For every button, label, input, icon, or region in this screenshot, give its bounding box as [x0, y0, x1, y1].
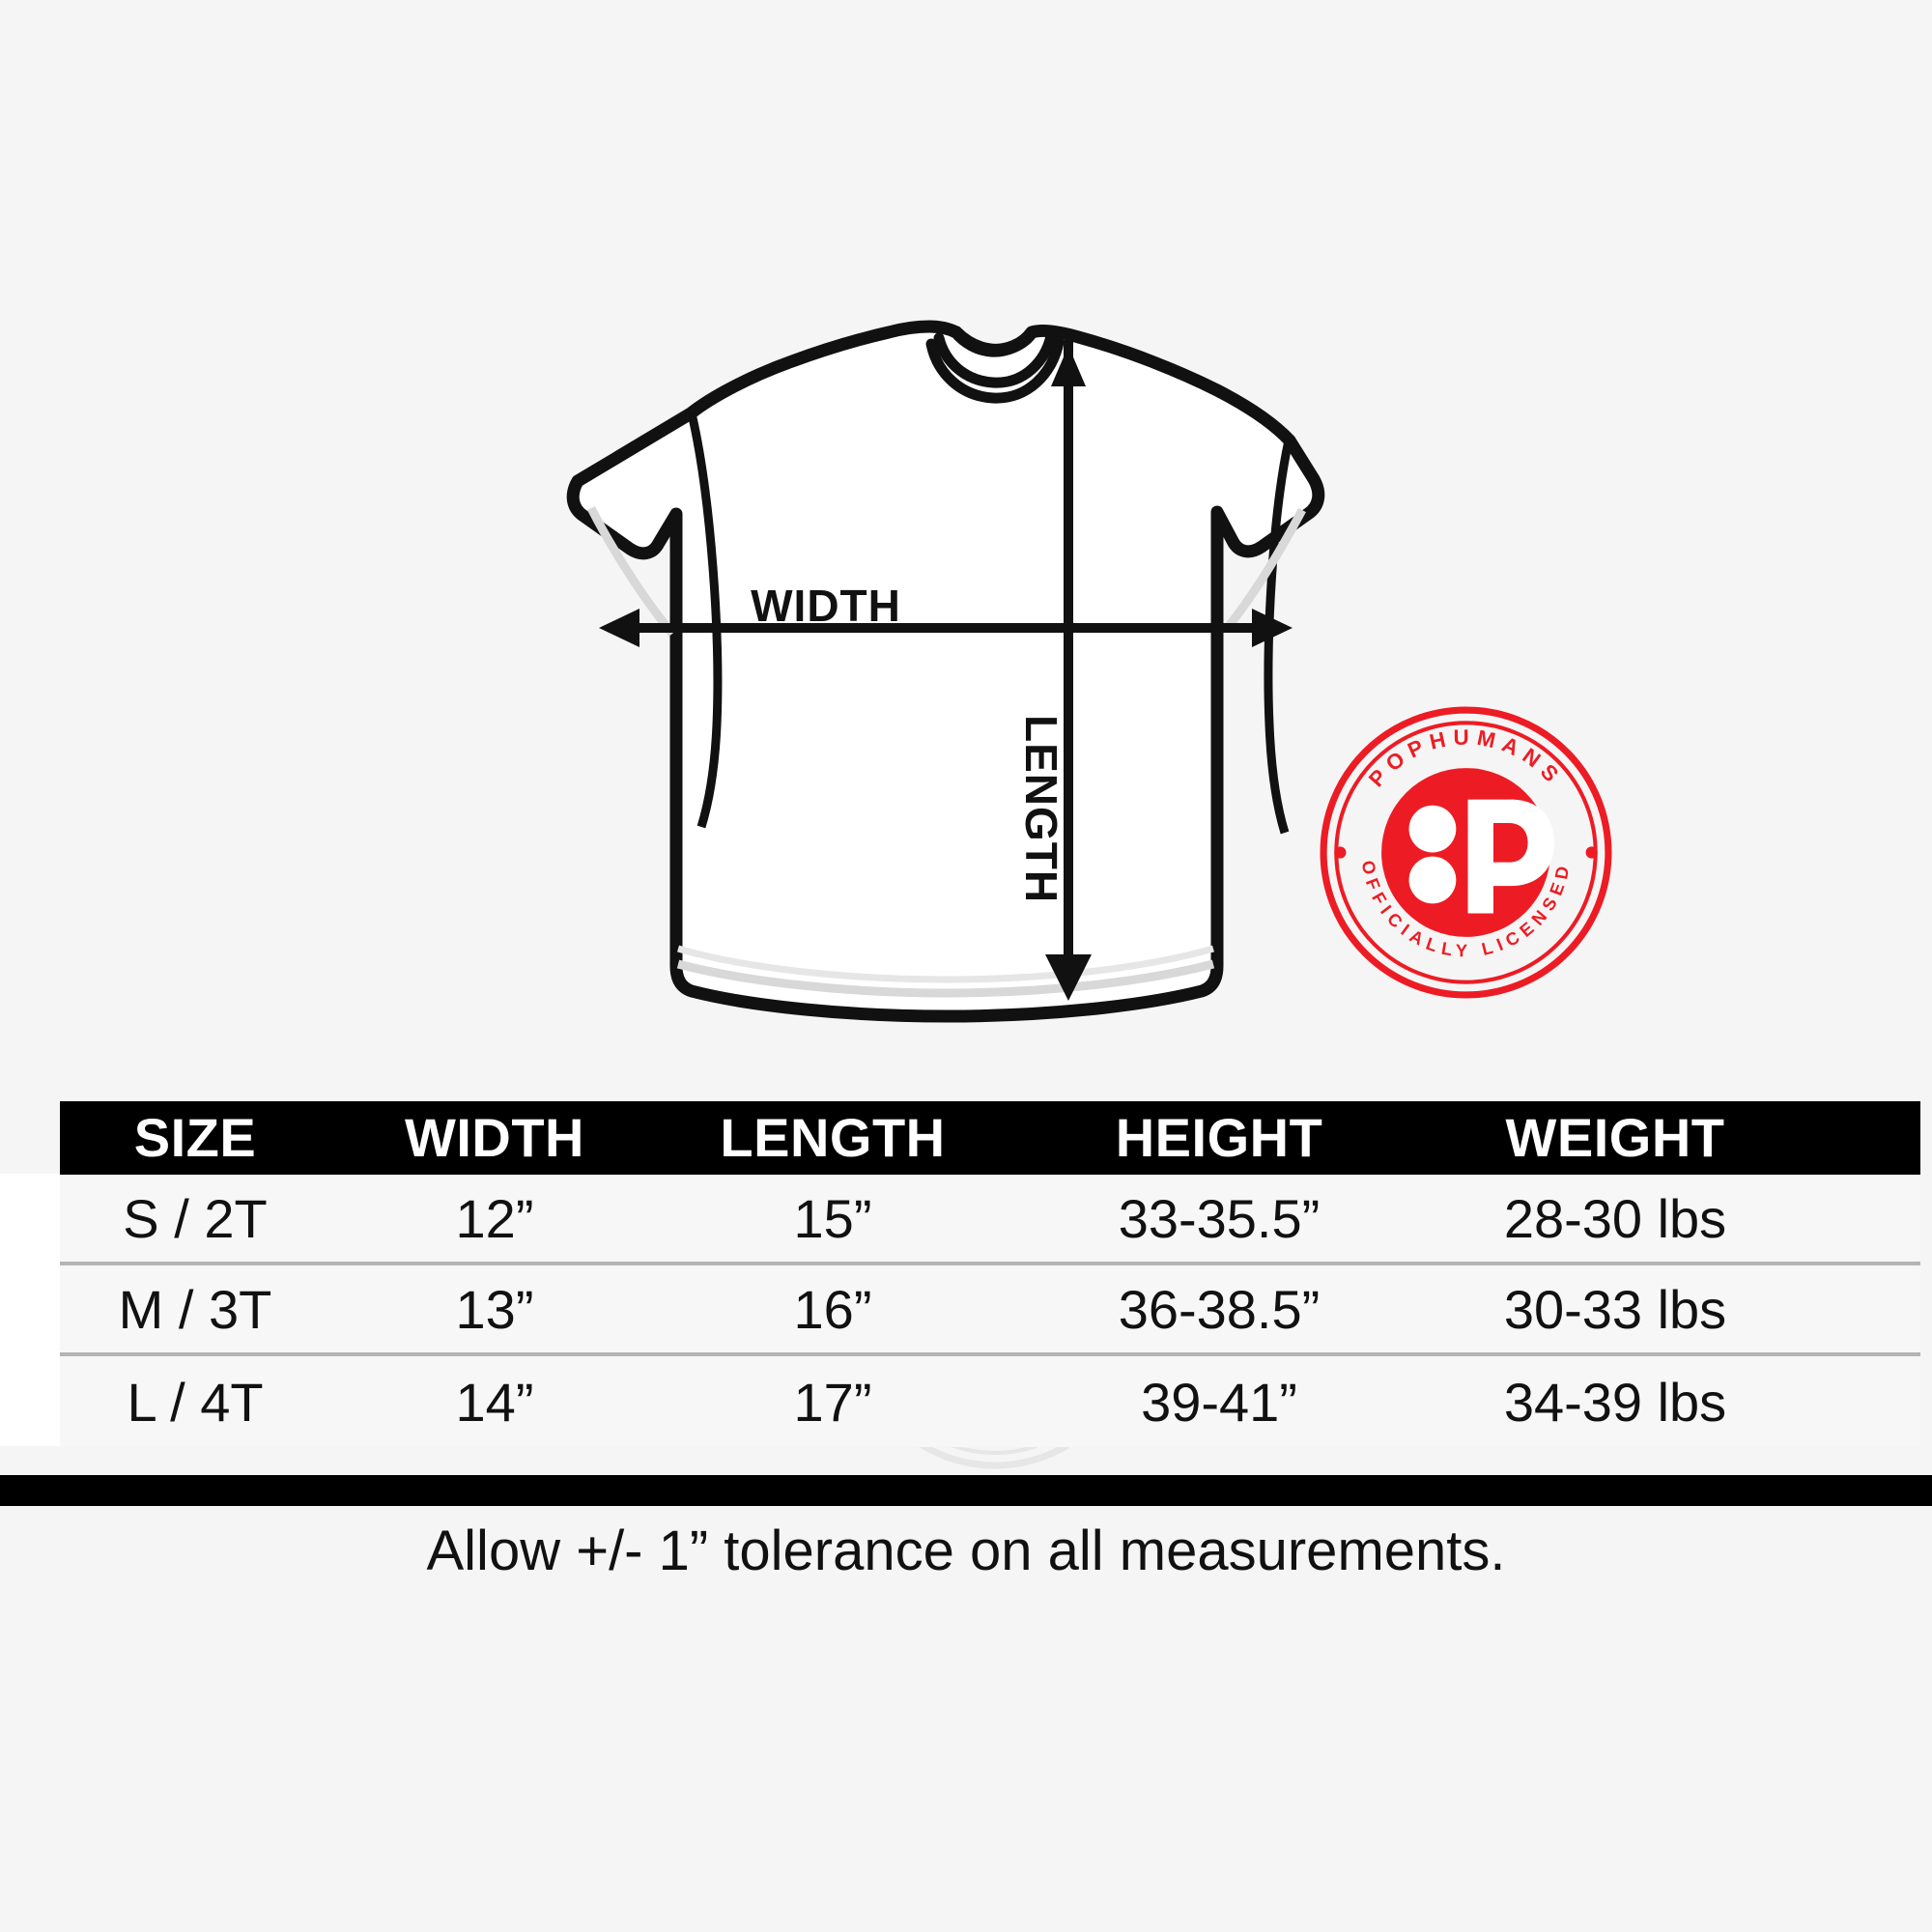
cell-size: S / 2T — [123, 1187, 268, 1249]
cell-width: 14” — [455, 1371, 534, 1433]
column-header-size: SIZE — [133, 1107, 257, 1168]
cell-height: 39-41” — [1141, 1371, 1297, 1433]
tolerance-note: Allow +/- 1” tolerance on all measuremen… — [426, 1520, 1506, 1582]
cell-size: L / 4T — [127, 1371, 264, 1433]
column-header-width: WIDTH — [404, 1107, 584, 1168]
column-header-height: HEIGHT — [1115, 1107, 1323, 1168]
table-row: S / 2T 12” 15” 33-35.5” 28-30 lbs — [60, 1175, 1920, 1265]
garment-illustration: WIDTH LENGTH POPHUMANS — [566, 320, 1612, 1023]
cell-height: 36-38.5” — [1118, 1278, 1321, 1340]
table-row: M / 3T 13” 16” 36-38.5” 30-33 lbs — [60, 1265, 1920, 1356]
width-arrow-icon — [599, 609, 1293, 647]
cell-length: 17” — [793, 1371, 872, 1433]
cell-width: 12” — [455, 1187, 534, 1249]
width-dimension-label: WIDTH — [751, 581, 901, 631]
table-left-gutter — [0, 1174, 60, 1446]
cell-weight: 28-30 lbs — [1503, 1187, 1727, 1249]
cell-height: 33-35.5” — [1118, 1187, 1321, 1249]
cell-length: 15” — [793, 1187, 872, 1249]
table-bottom-rule — [0, 1475, 1932, 1506]
cell-weight: 34-39 lbs — [1503, 1371, 1727, 1433]
cell-weight: 30-33 lbs — [1503, 1278, 1727, 1340]
tshirt-outline-icon — [566, 320, 1325, 1023]
length-dimension-label: LENGTH — [1016, 715, 1066, 904]
table-header-row: SIZE WIDTH LENGTH HEIGHT WEIGHT — [60, 1101, 1920, 1175]
length-arrow-icon — [1045, 340, 1092, 1001]
column-header-length: LENGTH — [720, 1107, 946, 1168]
cell-length: 16” — [793, 1278, 872, 1340]
table-row: L / 4T 14” 17” 39-41” 34-39 lbs — [60, 1356, 1920, 1447]
cell-size: M / 3T — [118, 1278, 272, 1340]
cell-width: 13” — [455, 1278, 534, 1340]
size-table: SIZE WIDTH LENGTH HEIGHT WEIGHT S / 2T 1… — [0, 1101, 1932, 1447]
column-header-weight: WEIGHT — [1505, 1107, 1725, 1168]
pophumans-officially-licensed-badge: POPHUMANS OFFICIALLY LICENSED — [1320, 706, 1612, 999]
